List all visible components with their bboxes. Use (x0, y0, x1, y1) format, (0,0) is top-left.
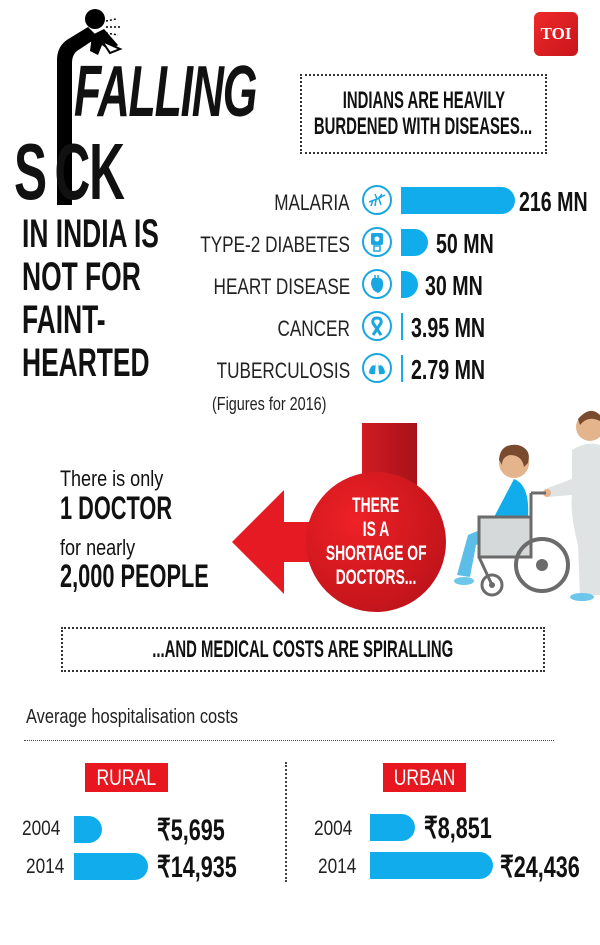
disease-row-cancer: CANCER 3.95 MN (0, 310, 600, 344)
disease-bar (401, 313, 403, 340)
disease-bar (401, 229, 428, 256)
urban-bar-2004 (370, 814, 415, 841)
rural-tag: RURAL (85, 763, 168, 792)
figures-note: (Figures for 2016) (212, 394, 327, 414)
diseases-heading-line-1: INDIANS ARE HEAVILY (342, 87, 505, 114)
wheelchair-patient-illustration (454, 410, 600, 601)
disease-label: MALARIA (274, 190, 350, 215)
costs-heading: ...AND MEDICAL COSTS ARE SPIRALLING (152, 635, 454, 663)
sneezing-person-icon (57, 9, 123, 205)
disease-bar (401, 187, 515, 214)
callout-line-3: SHORTAGE OF (325, 542, 427, 565)
subtitle-line-4: HEARTED (22, 341, 150, 385)
subtitle-line-2: NOT FOR (22, 255, 141, 299)
callout-line-2: IS A (362, 518, 390, 541)
disease-row-heart: HEART DISEASE 30 MN (0, 268, 600, 302)
costs-heading-box: ...AND MEDICAL COSTS ARE SPIRALLING (61, 627, 545, 672)
disease-value: 50 MN (436, 228, 494, 259)
urban-label: URBAN (393, 764, 456, 790)
glucometer-icon (362, 227, 392, 257)
title-sick: S CK (14, 127, 125, 216)
callout-line-1: THERE (352, 494, 400, 517)
urban-tag: URBAN (383, 763, 466, 792)
disease-value: 216 MN (519, 186, 588, 217)
doctor-text-2: 1 DOCTOR (60, 490, 173, 526)
rural-value-2014: ₹14,935 (157, 851, 237, 884)
urban-year-2004: 2004 (314, 817, 353, 840)
doctor-text-1: There is only (60, 466, 164, 491)
rural-bar-2014 (74, 853, 148, 880)
rural-year-2014: 2014 (26, 855, 65, 878)
rural-year-2004: 2004 (22, 817, 61, 840)
disease-row-malaria: MALARIA 216 MN (0, 184, 600, 218)
disease-bar (401, 271, 418, 298)
disease-value: 3.95 MN (411, 312, 486, 343)
disease-bar (401, 355, 403, 382)
diseases-heading-box: INDIANS ARE HEAVILY BURDENED WITH DISEAS… (300, 74, 547, 154)
rural-bar-2004 (74, 816, 102, 843)
urban-year-2014: 2014 (318, 855, 357, 878)
doctor-text-4: 2,000 PEOPLE (60, 558, 209, 594)
costs-subheading: Average hospitalisation costs (26, 706, 239, 728)
toi-logo: TOI (534, 12, 578, 56)
urban-value-2014: ₹24,436 (500, 851, 580, 884)
heart-icon (362, 269, 392, 299)
disease-row-tuberculosis: TUBERCULOSIS 2.79 MN (0, 352, 600, 386)
ribbon-icon (362, 311, 392, 341)
rural-label: RURAL (96, 764, 157, 790)
divider (24, 740, 554, 741)
disease-value: 30 MN (425, 270, 483, 301)
urban-value-2004: ₹8,851 (424, 812, 492, 845)
disease-label: CANCER (277, 316, 350, 341)
diseases-heading-line-2: BURDENED WITH DISEASES... (314, 113, 533, 140)
callout-line-4: DOCTORS... (335, 566, 417, 589)
disease-value: 2.79 MN (411, 354, 486, 385)
doctor-text-3: for nearly (60, 535, 136, 560)
disease-label: TUBERCULOSIS (216, 358, 350, 383)
disease-label: HEART DISEASE (213, 274, 350, 299)
disease-label: TYPE-2 DIABETES (200, 232, 350, 257)
mosquito-icon (362, 185, 392, 215)
left-arrow-icon (232, 490, 284, 594)
subtitle-line-3: FAINT- (22, 298, 106, 342)
doctor-shortage-callout: THERE IS A SHORTAGE OF DOCTORS... (306, 472, 446, 612)
subtitle-line-1: IN INDIA IS (22, 212, 159, 256)
column-divider (285, 762, 287, 882)
rural-value-2004: ₹5,695 (157, 814, 225, 847)
urban-bar-2014 (370, 852, 493, 879)
disease-row-diabetes: TYPE-2 DIABETES 50 MN (0, 226, 600, 260)
title-falling: FALLING (74, 52, 258, 132)
lungs-icon (362, 353, 392, 383)
